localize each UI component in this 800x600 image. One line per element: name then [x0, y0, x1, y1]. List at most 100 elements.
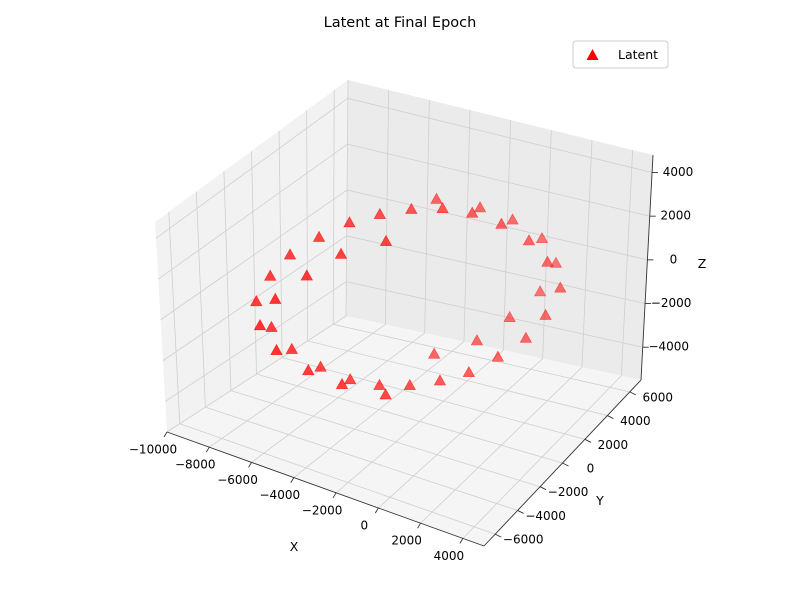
data-point [554, 281, 567, 293]
data-point [405, 202, 418, 214]
y-tick-label: 4000 [620, 414, 651, 428]
x-tick-label: −4000 [260, 488, 301, 502]
data-point [379, 234, 393, 246]
y-tick-mark [607, 415, 614, 419]
z-tick-label: 2000 [660, 209, 691, 223]
data-point [495, 217, 508, 229]
data-point [427, 347, 441, 359]
pane-back [346, 80, 653, 380]
data-point [430, 192, 443, 204]
data-point [269, 292, 282, 304]
x-tick-label: −6000 [217, 473, 258, 487]
grid-line-y [278, 130, 586, 440]
legend-marker-triangle [586, 49, 599, 60]
x-tick-mark [332, 492, 337, 499]
data-point [541, 255, 554, 267]
grid-line-x [378, 129, 552, 509]
grid-line-z [158, 143, 650, 280]
data-point [466, 206, 479, 218]
data-point [250, 294, 263, 307]
data-point [533, 285, 547, 297]
grid-line-y [306, 110, 608, 416]
y-tick-mark [495, 533, 502, 538]
y-tick-label: 6000 [643, 390, 674, 404]
data-point [535, 231, 549, 244]
data-point [491, 350, 505, 362]
data-point [506, 213, 519, 225]
grid-line-y [168, 211, 496, 535]
x-tick-label: 0 [361, 519, 369, 533]
grid-line-x [293, 109, 471, 478]
y-tick-mark [562, 462, 569, 467]
data-point [522, 234, 536, 246]
x-axis-label: X [290, 539, 299, 554]
tick-labels: −10000−8000−6000−4000−2000020004000−6000… [129, 165, 693, 563]
data-point [470, 334, 484, 346]
legend-label-latent: Latent [618, 47, 658, 62]
data-point [433, 374, 447, 386]
data-point [265, 320, 278, 332]
x-tick-mark [459, 538, 464, 544]
grid-line-x [462, 149, 634, 539]
grid-line-x [335, 119, 512, 494]
x-tick-label: −8000 [175, 458, 216, 472]
x-tick-mark [205, 446, 210, 453]
axes-panes [155, 80, 653, 546]
data-point [373, 207, 387, 219]
data-point [283, 248, 297, 260]
grid-line-x [251, 99, 430, 463]
grid-line-z [162, 235, 646, 361]
chart-title: Latent at Final Epoch [324, 15, 477, 31]
data-point [519, 331, 533, 343]
z-axis-line [640, 154, 654, 381]
z-tick-label: −2000 [651, 296, 692, 310]
data-point [302, 363, 315, 376]
data-point [285, 342, 299, 354]
grid-line-x [166, 79, 349, 433]
data-point [379, 388, 392, 400]
data-point [253, 319, 267, 331]
data-point [462, 365, 476, 377]
grid-line-y [251, 150, 563, 464]
grid-line-y [223, 171, 541, 488]
legend-frame [572, 40, 669, 69]
data-points [250, 192, 567, 400]
y-tick-mark [629, 391, 636, 396]
data-point [314, 360, 327, 372]
x-tick-label: −2000 [302, 503, 343, 517]
data-point [436, 201, 449, 214]
data-point [343, 373, 357, 385]
data-point [343, 216, 356, 228]
grid-line-x [209, 89, 390, 448]
data-point [264, 269, 277, 281]
data-point [403, 378, 417, 390]
data-point [335, 377, 349, 389]
pane-floor [167, 316, 641, 546]
data-point [373, 378, 386, 390]
z-tick-label: 0 [670, 252, 678, 266]
grid-line-y [332, 90, 630, 393]
data-point [300, 269, 313, 281]
x-tick-label: 2000 [391, 534, 422, 548]
legend: Latent [572, 40, 669, 69]
y-tick-mark [584, 438, 592, 443]
grid-line-y [195, 191, 518, 511]
y-tick-label: 0 [587, 462, 595, 476]
x-tick-mark [417, 522, 421, 529]
y-tick-label: −4000 [525, 509, 566, 523]
x-axis-line [166, 431, 485, 547]
data-point [334, 247, 348, 259]
data-point [270, 343, 283, 355]
axes-grid [155, 79, 653, 539]
x-tick-mark [290, 477, 295, 483]
y-axis-label: Y [595, 493, 604, 508]
pane-left [155, 80, 348, 432]
data-point [473, 201, 487, 213]
data-point [539, 308, 552, 320]
grid-line-x [420, 139, 593, 524]
y-tick-label: −6000 [503, 533, 544, 547]
grid-line-z [160, 189, 648, 321]
data-point [312, 230, 326, 242]
y-tick-mark [517, 510, 524, 514]
